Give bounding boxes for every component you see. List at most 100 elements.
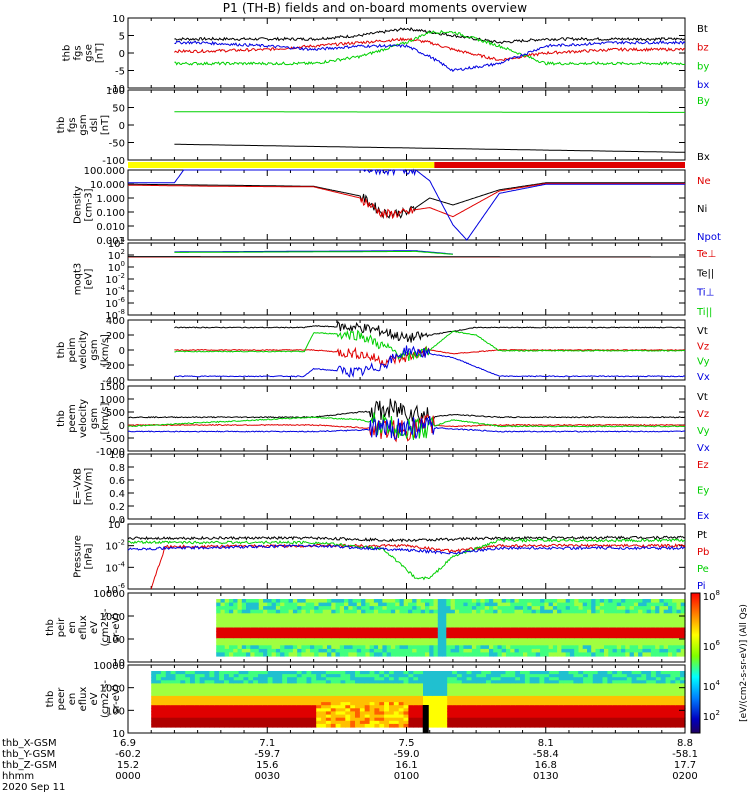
colorbar-label: [eV/(cm2-s-sr-eV)] (All Qs) [739,604,749,722]
legend-Npot: Npot [697,232,721,243]
y-tick-label: -1000 [96,447,125,458]
y-tick-label: 102 [108,248,125,262]
y-axis-label-ve: thb peem velocity gsm [km/s] [56,399,111,438]
y-tick-label: -50 [109,139,125,150]
spectrogram-peer [151,671,686,733]
y-axis-label-line: [km/s] [100,402,111,434]
legend-Ez: Ez [697,460,709,471]
y-tick-label: 500 [106,408,125,419]
xaxis-value: -58.4 [533,749,559,760]
y-tick-label: 100 [108,260,125,274]
xaxis-value: -60.2 [115,749,141,760]
y-tick-label: 0.0 [109,515,125,526]
series-Ni [128,182,685,219]
y-tick-label: 5 [119,32,125,43]
y-axis-label-temp: moqt3 [eV] [73,263,95,296]
legend-Ti⊥: Ti⊥ [696,288,714,299]
legend-Ti||: Ti|| [696,307,712,318]
panel-frame-fgs [127,17,686,89]
y-axis-label-line: peir [56,617,67,637]
y-tick-label: -400 [102,376,125,387]
y-tick-label: 10000 [93,589,125,600]
panel-frame-fgs_dsl [127,89,686,161]
series-Vy [127,412,686,440]
series-By [174,111,685,113]
y-tick-label: 10-4 [105,284,125,298]
y-tick-label: 10-4 [105,560,125,574]
y-tick-label: 0 [119,421,125,432]
y-axis-label-line: fgs [67,117,78,132]
xaxis-value: -59.0 [394,749,420,760]
series-Pe [127,538,686,581]
colorbar [690,592,701,734]
y-axis-label-line: Density [73,186,84,224]
xaxis-value: 15.2 [117,760,139,771]
y-tick-label: 200 [106,331,125,342]
y-tick-label: 1.0 [109,450,125,461]
y-tick-label: 1000 [100,395,125,406]
y-axis-label-line: thb [45,619,56,636]
series-bx [174,40,686,73]
panel-frame-efield [127,453,686,520]
legend-Vy: Vy [697,357,710,368]
y-axis-label-line: eV [89,692,100,705]
y-axis-label-pressure: Pressure [nPa] [73,535,95,578]
y-axis-label-line: thb [56,410,67,427]
y-axis-label-line: [nT] [100,115,111,135]
y-axis-label-peir: thb peir en eflux eV (cm2-s-sr-eV) [45,608,122,646]
xaxis-value: 0030 [255,771,280,782]
y-tick-label: 1000 [100,684,125,695]
y-tick-label: 100 [106,635,125,646]
legend-Pt: Pt [697,530,707,541]
xaxis-value: 17.7 [674,760,696,771]
y-tick-label: 0 [119,346,125,357]
series-Vx [127,416,686,441]
y-axis-label-line: thb [56,117,67,134]
y-axis-label-line: [eV] [84,269,95,290]
y-tick-label: 1500 [100,382,125,393]
y-tick-label: 10 [112,658,125,669]
y-axis-label-line: moqt3 [73,263,84,296]
y-axis-label-density: Density [cm-3] [73,186,95,224]
y-axis-label-vi: thb peim velocity gsm [km/s] [56,330,111,369]
y-axis-label-line: gsm [89,408,100,429]
y-axis-label-line: sr-eV) [111,613,122,642]
series-Vy [174,329,686,361]
legend-Ni: Ni [697,204,707,215]
legend-Pb: Pb [697,547,709,558]
legend-Vy: Vy [697,426,710,437]
xaxis-value: 16.1 [395,760,417,771]
y-tick-label: -5 [115,67,125,78]
legend-Vt: Vt [697,326,708,337]
series-Ne [128,183,685,220]
xaxis-value: 6.9 [120,738,136,749]
y-axis-label-line: [mV/m] [84,468,95,506]
y-axis-label-line: E=-VxB [73,468,84,505]
legend-bx: bx [697,80,709,91]
xaxis-row-label: hhmm [2,771,34,782]
xaxis-value: 0000 [115,771,140,782]
series-Vz [174,345,686,368]
panel-frame-temp [127,242,686,316]
y-tick-label: 1000 [100,612,125,623]
series-Npot [128,168,685,241]
series-by [174,29,686,66]
y-axis-label-line: peem [67,404,78,432]
series-Vz [127,413,686,443]
y-axis-label-line: eflux [78,615,89,640]
panel-frame-pressure [127,523,686,590]
y-tick-label: 100.000 [84,166,125,177]
xaxis-value: 7.5 [399,738,415,749]
legend-Pi: Pi [697,581,706,592]
xaxis-row-label: thb_Z-GSM [2,760,57,771]
y-axis-label-line: gsm [78,114,89,135]
y-axis-label-line: [km/s] [100,334,111,366]
y-axis-label-line: (cm2-s- [100,680,111,718]
y-axis-label-line: Pressure [73,535,84,578]
xaxis-value: 0130 [533,771,558,782]
series-Vx [174,345,686,378]
y-axis-label-line: fgs [73,45,84,60]
y-axis-label-line: thb [45,691,56,708]
legend-Vt: Vt [697,392,708,403]
y-axis-label-line: [cm-3] [84,188,95,221]
